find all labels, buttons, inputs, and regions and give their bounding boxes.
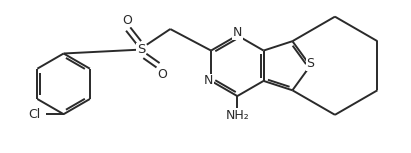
Text: S: S	[306, 57, 314, 70]
Text: O: O	[157, 68, 167, 81]
Text: N: N	[233, 26, 242, 39]
Text: S: S	[137, 43, 145, 56]
Text: O: O	[122, 14, 132, 27]
Text: NH₂: NH₂	[225, 109, 249, 122]
Text: S: S	[137, 43, 145, 56]
Text: N: N	[204, 74, 213, 87]
Text: Cl: Cl	[28, 108, 40, 121]
